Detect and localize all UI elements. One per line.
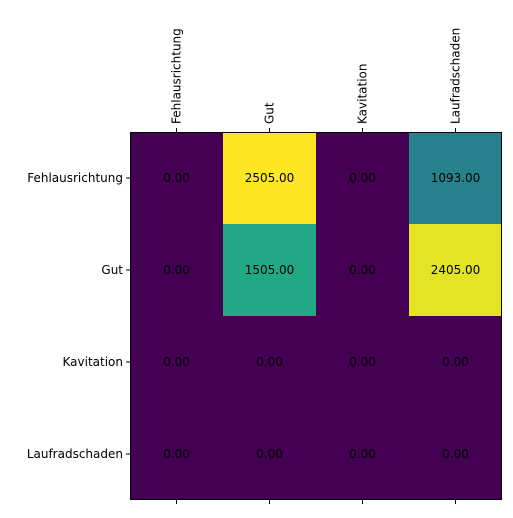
cell-value-label: 0.00 bbox=[163, 355, 190, 369]
heatmap-cell bbox=[409, 316, 502, 408]
heatmap-cell bbox=[409, 224, 502, 316]
cell-value-label: 0.00 bbox=[256, 355, 283, 369]
x-tick-label: Gut bbox=[263, 102, 277, 124]
cell-value-label: 0.00 bbox=[163, 263, 190, 277]
heatmap-cell bbox=[316, 408, 409, 500]
heatmap-cell bbox=[130, 132, 223, 224]
heatmap-cell bbox=[130, 408, 223, 500]
cell-value-label: 0.00 bbox=[442, 355, 469, 369]
y-tick-label: Kavitation bbox=[63, 355, 124, 369]
cell-value-label: 0.00 bbox=[256, 447, 283, 461]
heatmap-cell bbox=[223, 224, 316, 316]
cell-value-label: 0.00 bbox=[349, 447, 376, 461]
heatmap-cell bbox=[409, 408, 502, 500]
heatmap-cell bbox=[130, 224, 223, 316]
heatmap-cell bbox=[316, 224, 409, 316]
cell-value-label: 0.00 bbox=[163, 447, 190, 461]
cell-value-label: 0.00 bbox=[349, 171, 376, 185]
y-tick-label: Fehlausrichtung bbox=[27, 171, 123, 185]
x-tick-label: Laufradschaden bbox=[449, 28, 463, 124]
cell-value-label: 2405.00 bbox=[431, 263, 481, 277]
cell-value-label: 0.00 bbox=[442, 447, 469, 461]
cell-value-label: 0.00 bbox=[349, 263, 376, 277]
heatmap-axes: Fehlausrichtung Gut Kavitation Laufradschad… bbox=[27, 28, 502, 504]
cell-value-label: 1505.00 bbox=[245, 263, 295, 277]
heatmap-cell bbox=[223, 316, 316, 408]
heatmap-cell bbox=[409, 132, 502, 224]
y-tick-label: Gut bbox=[101, 263, 123, 277]
heatmap-cell bbox=[223, 408, 316, 500]
y-tick-label: Laufradschaden bbox=[27, 447, 123, 461]
cell-value-label: 2505.00 bbox=[245, 171, 295, 185]
heatmap-cell-labels: 0.00 2505.00 0.00 1093.00 0.00 1505.00 0.00 240… bbox=[163, 171, 480, 461]
heatmap-cells bbox=[130, 132, 502, 500]
plot-frame bbox=[130, 132, 502, 500]
cell-value-label: 1093.00 bbox=[431, 171, 481, 185]
x-tick-label: Fehlausrichtung bbox=[170, 28, 184, 124]
heatmap-cell bbox=[316, 316, 409, 408]
heatmap-cell bbox=[316, 132, 409, 224]
x-tick-label: Kavitation bbox=[356, 64, 370, 125]
heatmap-cell bbox=[130, 316, 223, 408]
cell-value-label: 0.00 bbox=[163, 171, 190, 185]
heatmap-cell bbox=[223, 132, 316, 224]
cell-value-label: 0.00 bbox=[349, 355, 376, 369]
